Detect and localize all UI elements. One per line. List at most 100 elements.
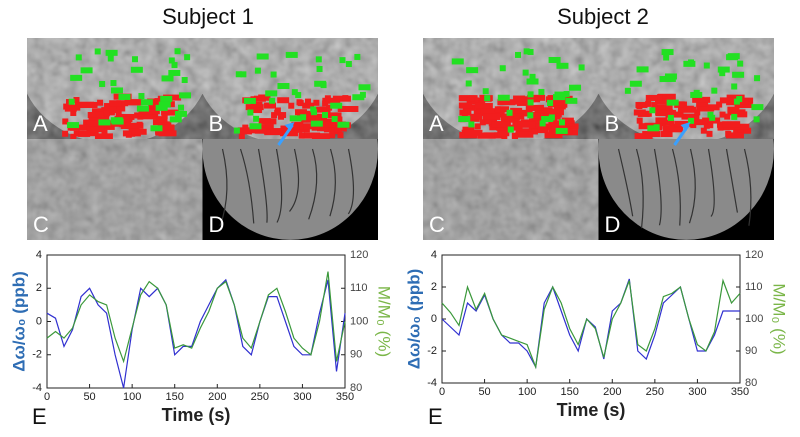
activation-red (528, 96, 541, 103)
panel-letter: C (429, 212, 445, 237)
sulcus (725, 148, 738, 213)
activation-red (694, 109, 701, 116)
activation-green (150, 125, 163, 132)
activation-green (310, 106, 317, 113)
activation-red (64, 105, 77, 112)
brain-image (202, 139, 378, 240)
activation-green (80, 67, 93, 74)
activation-red (70, 124, 89, 131)
activation-red (727, 106, 740, 113)
activation-red (297, 100, 304, 107)
y2-tick-label: 110 (350, 282, 368, 294)
series-line (46, 278, 346, 389)
activation-green (683, 60, 696, 67)
activation-green (331, 116, 338, 123)
activation-red (329, 132, 336, 139)
sulcus (308, 148, 318, 220)
activation-red (101, 129, 108, 136)
activation-red (657, 93, 676, 100)
sulcus (219, 148, 228, 226)
y-tick-label: -4 (32, 382, 42, 394)
activation-red (515, 131, 534, 138)
activation-red (549, 108, 562, 115)
activation-green (731, 83, 738, 90)
x-tick-label: 50 (478, 386, 490, 398)
activation-red (162, 124, 175, 131)
y2-tick-label: 80 (350, 382, 362, 394)
activation-red (736, 98, 749, 105)
brain-texture (27, 139, 203, 240)
activation-green (539, 120, 546, 127)
activation-green (751, 104, 764, 111)
brain-image (27, 38, 203, 139)
activation-red (304, 98, 311, 105)
y2-tick-label: 120 (745, 249, 763, 261)
activation-green (316, 65, 323, 72)
activation-green (140, 99, 153, 106)
activation-red (703, 122, 710, 129)
activation-red (250, 107, 263, 114)
activation-red (707, 122, 714, 129)
activation-green (736, 96, 743, 103)
sulcus (257, 148, 268, 223)
activation-green (468, 121, 475, 128)
activation-green (240, 71, 247, 78)
activation-red (124, 99, 143, 106)
activation-red (717, 124, 730, 131)
activation-red (716, 101, 723, 108)
brain-image (423, 139, 599, 240)
activation-red (97, 99, 104, 106)
series-line (441, 278, 741, 370)
activation-red (474, 123, 481, 130)
brain-image (598, 139, 774, 240)
activation-green (466, 67, 479, 74)
activation-green (269, 97, 276, 104)
x-tick-label: 150 (561, 386, 579, 398)
x-tick-label: 300 (688, 386, 706, 398)
activation-green (254, 67, 261, 74)
sulcus (329, 148, 336, 217)
activation-red (719, 97, 738, 104)
activation-green (315, 56, 322, 63)
activation-green (345, 60, 352, 67)
activation-red (528, 126, 535, 133)
y-axis-label: Δω/ω₀ (ppb) (9, 271, 28, 372)
activation-green (107, 55, 114, 62)
x-tick-label: 350 (336, 391, 354, 403)
panel-letter: B (209, 111, 224, 136)
activation-green (98, 119, 111, 126)
activation-red (678, 101, 685, 108)
activation-red (323, 112, 342, 119)
activation-red (340, 105, 359, 112)
activation-red (280, 112, 287, 119)
activation-green (249, 123, 262, 130)
y2-axis-label: M/M₀ (%) (375, 286, 394, 357)
y-tick-label: 0 (36, 315, 42, 327)
activation-green (688, 117, 695, 124)
activation-red (161, 109, 180, 116)
activation-green (161, 75, 174, 82)
activation-green (499, 65, 506, 72)
activation-green (666, 99, 679, 106)
activation-green (707, 111, 714, 118)
activation-green (526, 78, 539, 85)
activation-red (633, 109, 646, 116)
activation-red (645, 94, 658, 101)
activation-green (482, 88, 489, 95)
activation-green (330, 102, 343, 109)
activation-green (529, 73, 536, 80)
activation-green (337, 121, 350, 128)
activation-red (159, 121, 172, 128)
activation-green (754, 75, 761, 82)
activation-red (258, 118, 271, 125)
x-tick-label: 350 (731, 386, 749, 398)
arrow-head (284, 122, 295, 131)
activation-red (242, 124, 249, 131)
activation-red (645, 100, 652, 107)
activation-red (336, 116, 343, 123)
activation-red (532, 123, 551, 130)
y2-tick-label: 90 (350, 349, 362, 361)
x-axis-label: Time (s) (162, 405, 231, 425)
activation-green (130, 66, 143, 73)
activation-red (706, 130, 713, 137)
